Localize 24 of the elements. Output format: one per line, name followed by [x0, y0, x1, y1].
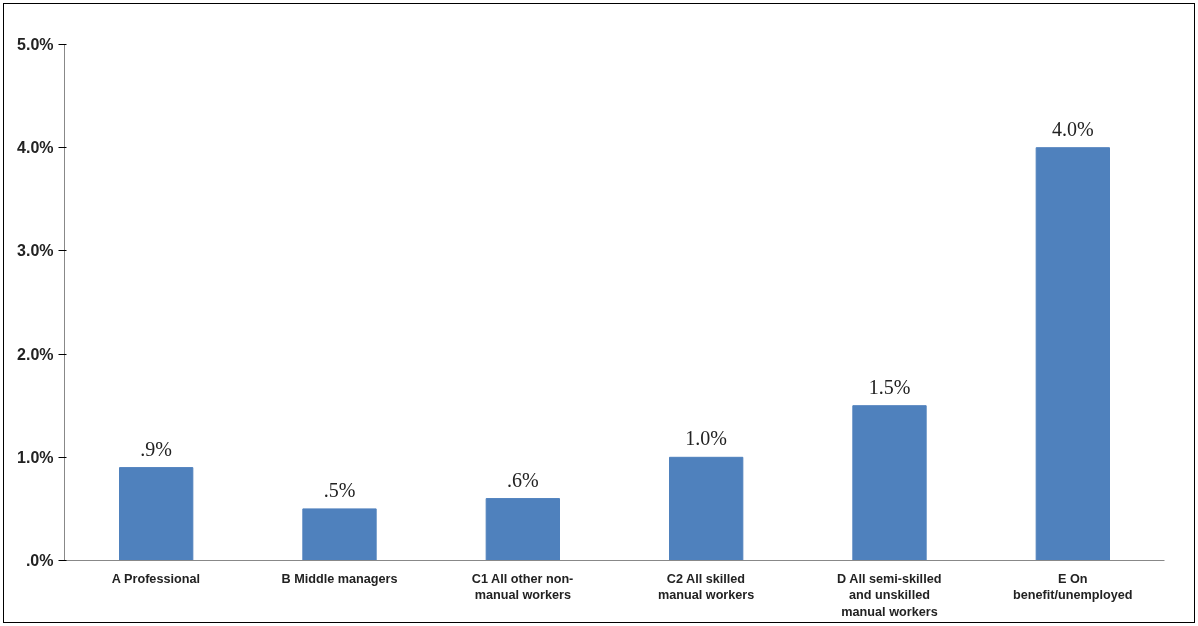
bar	[1035, 147, 1110, 561]
bar	[852, 405, 927, 561]
x-tick-label: A Professional	[111, 571, 201, 586]
x-tick-label: B Middle managers	[281, 571, 398, 586]
data-label: 1.0%	[685, 427, 728, 450]
bar	[485, 498, 560, 561]
y-tick-label: 3.0%	[17, 242, 54, 260]
data-label: 1.5%	[868, 375, 911, 398]
x-tick-label: D All semi-skilled and unskilled manual workers	[837, 571, 942, 620]
data-label: 4.0%	[1052, 117, 1094, 140]
bar	[119, 467, 194, 561]
y-tick-label: 5.0%	[17, 36, 54, 53]
data-label: .9%	[140, 437, 173, 460]
y-tick-label: 4.0%	[17, 139, 54, 157]
y-tick-label: 1.0%	[17, 448, 54, 466]
bar	[302, 508, 377, 561]
data-label: .6%	[507, 468, 539, 491]
y-tick-label: 2.0%	[17, 345, 54, 363]
bar	[669, 456, 744, 561]
data-label: .5%	[323, 478, 356, 501]
x-tick-label: C1 All other non-manual workers	[471, 571, 574, 603]
x-tick-label: E On benefit/unemployed	[1013, 571, 1133, 603]
y-tick-label: .0%	[25, 552, 54, 569]
x-tick-label: C2 All skilled manual workers	[657, 571, 755, 603]
